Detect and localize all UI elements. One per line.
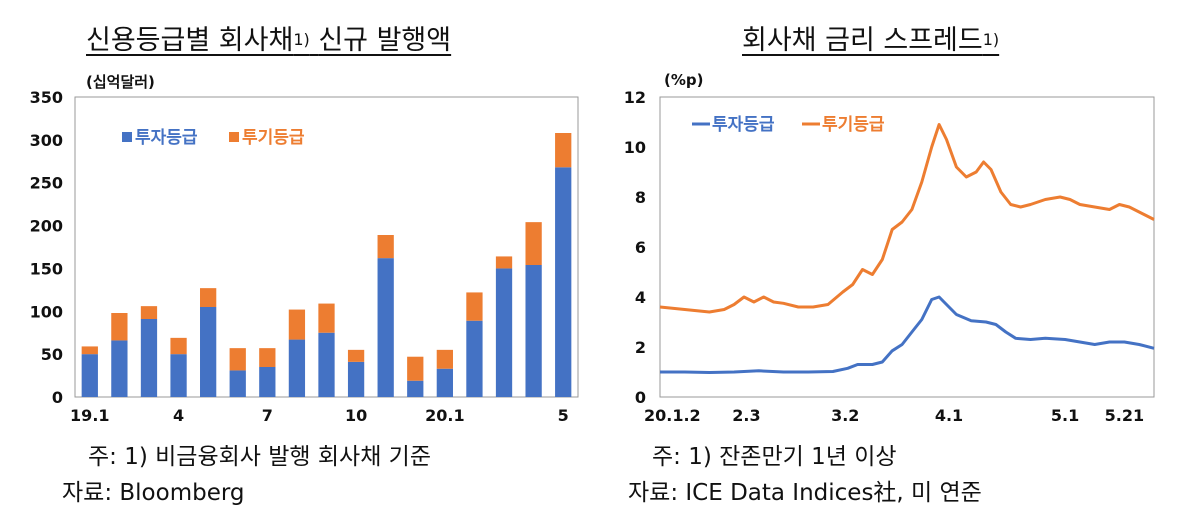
line-investment-grade: [660, 295, 1155, 374]
y-tick-label: 250: [30, 174, 63, 193]
right-source: 자료: ICE Data Indices社, 미 연준: [628, 480, 982, 506]
x-tick-label: 2.3: [732, 406, 760, 425]
y-tick-label: 12: [624, 88, 646, 107]
bar-high-yield: [81, 346, 98, 355]
x-tick-label: 4.1: [935, 406, 963, 425]
legend-label-highyield: 투기등급: [822, 115, 885, 135]
right-unit-label: (%p): [664, 71, 704, 89]
x-tick-label: 3.2: [831, 406, 859, 425]
right-chart-panel: 회사채 금리 스프레드1) (%p) 0 2 4 6 8 10 12 20.1.2 2.3 3.2…: [594, 0, 1188, 522]
bar-investment-grade: [555, 167, 572, 397]
bar-high-yield: [436, 349, 453, 369]
bar-high-yield: [525, 222, 542, 265]
x-tick-label: 7: [262, 406, 273, 425]
y-tick-label: 100: [30, 302, 63, 321]
bar-investment-grade: [259, 367, 276, 397]
y-tick-label: 350: [30, 88, 63, 107]
bar-high-yield: [111, 313, 128, 341]
legend-label-investment: 투자등급: [135, 128, 198, 148]
bar-investment-grade: [495, 268, 513, 397]
x-tick-label: 20.1.2: [644, 406, 701, 425]
bar-investment-grade: [377, 258, 394, 397]
bar-investment-grade: [140, 319, 158, 397]
y-tick-label: 6: [635, 238, 646, 257]
bar-investment-grade: [525, 265, 542, 397]
left-unit-label: (십억달러): [86, 73, 155, 91]
x-tick-label: 19.1: [70, 406, 109, 425]
y-tick-label: 2: [635, 338, 646, 357]
bar-high-yield: [140, 306, 158, 319]
bar-chart: 0 50 100 150 200 250 300 350 19.1 4 7 10 20.1 5 투자등급 투기…: [30, 88, 579, 425]
left-chart-title: 신용등급별 회사채1) 신규 발행액: [86, 18, 451, 57]
bar-investment-grade: [288, 339, 306, 397]
left-title-text: 신용등급별 회사채: [86, 25, 294, 56]
left-title-sup: 1): [293, 30, 310, 49]
right-footnote: 주: 1) 잔존만기 1년 이상: [652, 444, 897, 470]
bar-high-yield: [200, 288, 217, 307]
bar-high-yield: [555, 133, 572, 168]
bar-investment-grade: [407, 380, 424, 397]
right-title-sup: 1): [982, 30, 1000, 49]
y-tick-label: 8: [635, 188, 646, 207]
x-tick-label: 5: [558, 406, 569, 425]
legend-swatch-highyield: [229, 132, 239, 142]
bar-high-yield: [259, 348, 276, 367]
x-tick-label: 20.1: [425, 406, 464, 425]
right-chart-title: 회사채 금리 스프레드1): [742, 18, 999, 57]
left-title-tail: 신규 발행액: [318, 25, 452, 56]
bar-high-yield: [347, 349, 365, 362]
y-tick-label: 150: [30, 259, 63, 278]
y-tick-label: 0: [52, 388, 63, 407]
y-tick-label: 0: [635, 388, 646, 407]
y-tick-label: 300: [30, 131, 63, 150]
bar-high-yield: [407, 356, 424, 381]
bar-investment-grade: [318, 332, 335, 397]
bar-investment-grade: [170, 354, 187, 397]
legend-swatch-investment: [122, 132, 132, 142]
x-tick-label: 5.1: [1051, 406, 1079, 425]
right-title-text: 회사채 금리 스프레드: [742, 25, 983, 56]
x-tick-label: 4: [173, 406, 184, 425]
left-footnote: 주: 1) 비금융회사 발행 회사채 기준: [88, 444, 431, 470]
y-tick-label: 10: [624, 138, 646, 157]
bar-high-yield: [229, 348, 246, 371]
x-tick-label: 10: [345, 406, 367, 425]
y-tick-label: 4: [635, 288, 646, 307]
bar-investment-grade: [466, 320, 483, 397]
bar-investment-grade: [347, 361, 365, 397]
bar-high-yield: [170, 337, 187, 355]
bar-high-yield: [466, 292, 483, 321]
bar-investment-grade: [111, 340, 128, 397]
bar-investment-grade: [200, 307, 217, 397]
left-source: 자료: Bloomberg: [62, 480, 245, 506]
bar-high-yield: [288, 309, 306, 340]
line-high-yield: [659, 123, 1155, 314]
bar-investment-grade: [81, 354, 98, 397]
x-tick-label: 5.21: [1105, 406, 1144, 425]
bar-high-yield: [377, 235, 394, 259]
bar-high-yield: [318, 303, 335, 333]
bar-investment-grade: [436, 368, 453, 397]
bar-investment-grade: [229, 370, 246, 397]
legend-label-highyield: 투기등급: [242, 128, 305, 148]
y-tick-label: 50: [41, 345, 63, 364]
plot-frame: [659, 96, 1155, 398]
line-chart: 0 2 4 6 8 10 12 20.1.2 2.3 3.2 4.1 5.1 5.21 투자등급 투기등급: [624, 88, 1155, 425]
left-chart-panel: 신용등급별 회사채1) 신규 발행액 (십억달러) 0 50 100 150 200 25…: [30, 18, 579, 506]
y-tick-label: 200: [30, 217, 63, 236]
bar-high-yield: [495, 256, 513, 269]
legend-label-investment: 투자등급: [712, 115, 775, 135]
